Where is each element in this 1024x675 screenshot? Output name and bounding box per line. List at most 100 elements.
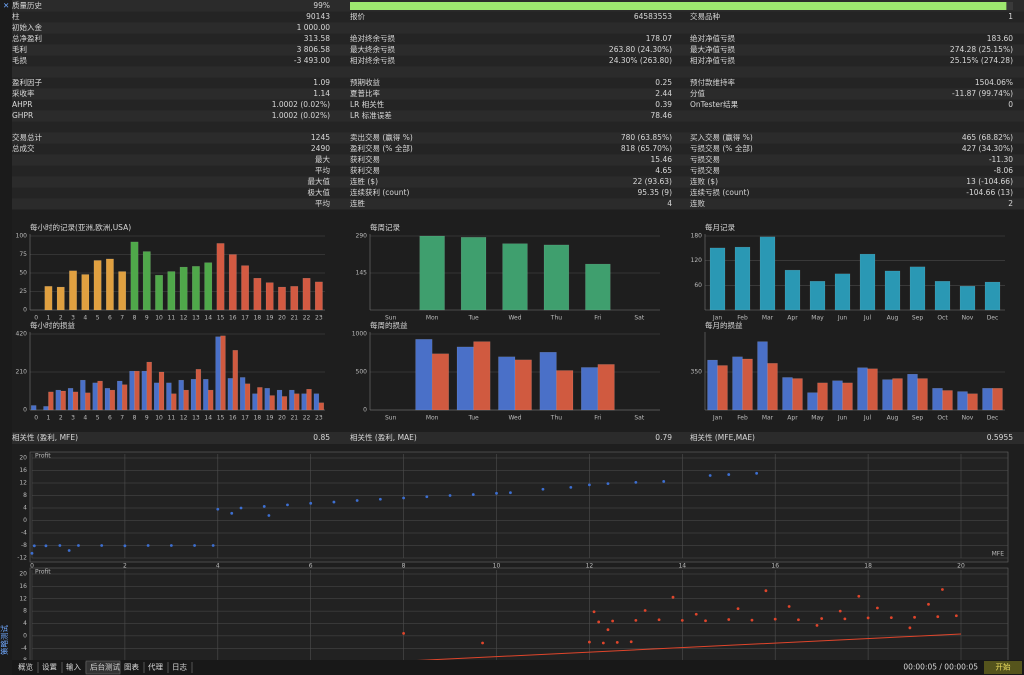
tab[interactable]: 输入 (66, 662, 81, 672)
x-tick-label: Mar (762, 415, 774, 422)
stat-value: 1.0002 (0.02%) (272, 111, 330, 120)
y-tick-label: 120 (691, 257, 703, 264)
y-tick-label: -4 (21, 530, 27, 537)
bar (318, 402, 324, 411)
stat-value: 780 (63.85%) (621, 133, 672, 142)
x-tick-label: Dec (987, 315, 999, 322)
x-tick-label: 11 (168, 315, 176, 322)
stat-label: 分值 (690, 88, 705, 98)
x-tick-label: 12 (180, 315, 188, 322)
x-tick-label: 12 (180, 415, 188, 422)
tab[interactable]: 概览 (18, 662, 33, 672)
y-tick-label: 290 (356, 233, 368, 240)
row-bg (12, 165, 1024, 177)
stat-value: -104.66 (13) (966, 188, 1013, 197)
stat-value: 2490 (311, 144, 330, 153)
stat-label: 绝对终余亏损 (350, 33, 395, 43)
point (629, 640, 633, 644)
stat-label: 连续亏损 (count) (690, 187, 749, 197)
stat-label: 相对终余亏损 (350, 55, 395, 65)
y-tick-label: 50 (19, 270, 27, 277)
x-tick-label: Mon (426, 315, 439, 322)
stat-value: 2.44 (655, 89, 672, 98)
bar (134, 370, 140, 411)
y-tick-label: 210 (16, 369, 28, 376)
stat-label: 连胜 (350, 198, 365, 208)
point (425, 495, 429, 499)
stat-value: 183.60 (987, 34, 1013, 43)
tab[interactable]: 代理 (148, 662, 163, 672)
x-tick-label: Oct (937, 315, 948, 322)
y-tick-label: 12 (19, 595, 27, 602)
bar (431, 353, 449, 411)
x-tick-label: 3 (71, 315, 75, 322)
row-bg (12, 143, 1024, 155)
x-tick-label: 4 (83, 415, 87, 422)
plot-frame (29, 567, 1009, 675)
y-tick-label: 180 (691, 233, 703, 240)
bar (460, 237, 487, 311)
bar (917, 378, 928, 411)
tab[interactable]: 设置 (42, 662, 57, 672)
bar (709, 247, 726, 311)
start-button-bg[interactable] (984, 661, 1022, 674)
point (954, 614, 958, 618)
x-tick-label: 18 (254, 315, 262, 322)
x-tick-label: Fri (594, 415, 601, 422)
tab[interactable]: 图表 (124, 662, 139, 672)
bar (456, 346, 474, 411)
x-tick-label: 7 (120, 415, 124, 422)
x-tick-label: 22 (303, 315, 311, 322)
x-tick-label: Sat (634, 415, 644, 422)
x-tick-label: Dec (987, 415, 999, 422)
stat-label: 相对净值亏损 (690, 55, 735, 65)
x-tick-label: 5 (96, 415, 100, 422)
point (77, 544, 80, 547)
start-button[interactable]: 开始 (996, 662, 1011, 672)
row-bg (12, 198, 1024, 210)
stat-label: 获利交易 (350, 165, 380, 175)
stat-value: 15.46 (651, 155, 673, 164)
stat-label: 总净盈利 (12, 33, 42, 43)
stat-label: 毛损 (12, 55, 27, 65)
y-tick-label: 8 (23, 608, 27, 615)
stat-label: 采收率 (12, 88, 35, 98)
bar (313, 393, 320, 411)
point (606, 628, 610, 632)
y-tick-label: -8 (21, 542, 27, 549)
point (815, 623, 819, 627)
x-tick-label: 2 (123, 563, 127, 570)
stat-value: 0 (1008, 100, 1013, 109)
stat-label: 亏损交易 (690, 165, 720, 175)
y-tick-label: 0 (23, 517, 27, 524)
close-icon[interactable]: ✕ (3, 1, 9, 10)
stat-value: 平均 (315, 198, 330, 208)
point (927, 602, 930, 606)
stat-label: 柱 (12, 11, 20, 21)
stat-label: 亏损交易 (% 全部) (690, 143, 753, 153)
x-tick-label: 1 (47, 315, 51, 322)
point (169, 544, 173, 547)
row-bg (12, 154, 1024, 166)
point (764, 589, 768, 593)
tab[interactable]: 后台测试 (90, 662, 120, 672)
x-tick-label: Jul (863, 415, 872, 422)
row-bg (12, 176, 1024, 188)
row-bg (12, 110, 1024, 122)
bar (97, 380, 103, 411)
bar (93, 260, 102, 311)
x-tick-label: Mar (762, 315, 774, 322)
tab[interactable]: 日志 (172, 662, 187, 672)
bar (957, 391, 968, 411)
point (908, 626, 912, 630)
x-tick-label: Aug (887, 315, 899, 322)
point (355, 499, 359, 502)
x-tick-label: 16 (229, 315, 237, 322)
stat-value: 25.15% (274.28) (950, 56, 1013, 65)
row-bg (12, 33, 1024, 45)
stat-label: 最大净值亏损 (690, 44, 735, 54)
